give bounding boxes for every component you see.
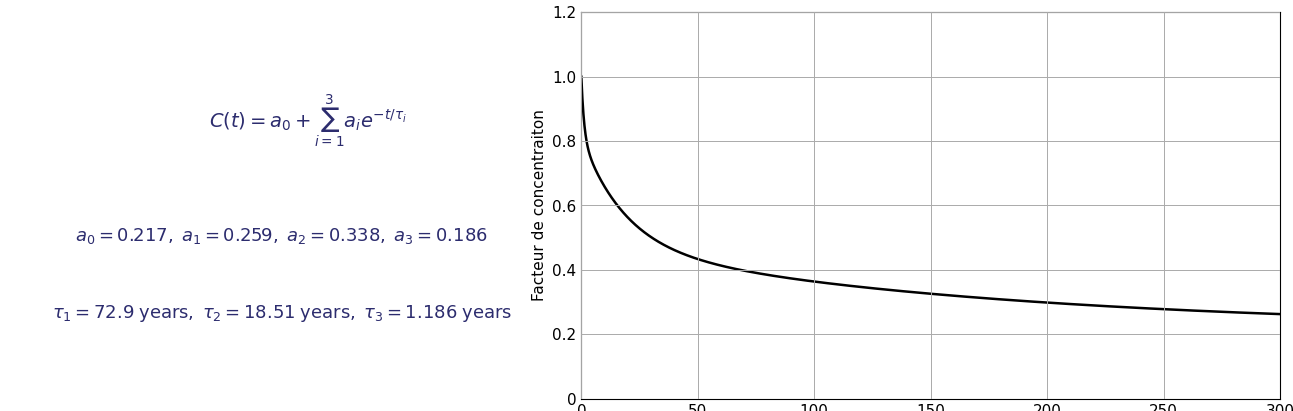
Text: $C(t) = a_0 + \sum_{i=1}^{3} a_i e^{-t/\tau_i}$: $C(t) = a_0 + \sum_{i=1}^{3} a_i e^{-t/\… [209, 92, 407, 149]
Text: $\tau_1 = 72.9 \; \mathrm{years}, \; \tau_2 = 18.51 \; \mathrm{years}, \; \tau_3: $\tau_1 = 72.9 \; \mathrm{years}, \; \ta… [52, 303, 512, 324]
Text: $a_0 = 0.217, \; a_1 = 0.259, \; a_2 = 0.338, \; a_3 = 0.186$: $a_0 = 0.217, \; a_1 = 0.259, \; a_2 = 0… [75, 226, 487, 247]
Y-axis label: Facteur de concentraiton: Facteur de concentraiton [531, 110, 547, 301]
